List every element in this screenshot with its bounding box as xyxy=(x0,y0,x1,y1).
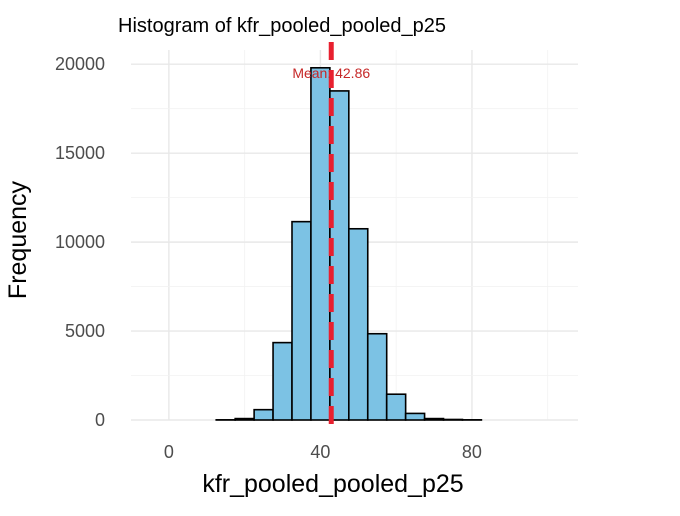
mean-line-group: Mean: 42.86 xyxy=(292,42,370,430)
histogram-bars xyxy=(215,66,483,421)
histogram-bar-8 xyxy=(291,220,312,421)
y-axis-ticks: 0 5000 10000 15000 20000 xyxy=(55,54,105,430)
y-axis-label: Frequency xyxy=(4,180,32,299)
chart-title: Histogram of kfr_pooled_pooled_p25 xyxy=(118,15,446,37)
y-tick-label: 5000 xyxy=(65,321,105,341)
x-tick-label: 0 xyxy=(164,442,174,462)
histogram-bar-5 xyxy=(234,417,255,421)
y-tick-label: 20000 xyxy=(55,54,105,74)
x-axis-label: kfr_pooled_pooled_p25 xyxy=(202,470,463,498)
x-tick-label: 40 xyxy=(310,442,330,462)
histogram-bar-15 xyxy=(423,417,445,421)
histogram-bar-6 xyxy=(253,408,274,421)
x-tick-label: 80 xyxy=(462,442,482,462)
histogram-bar-16 xyxy=(442,418,464,421)
y-tick-label: 10000 xyxy=(55,232,105,252)
histogram-bar-9 xyxy=(310,66,331,421)
y-tick-label: 0 xyxy=(95,410,105,430)
histogram-bar-14 xyxy=(404,412,426,421)
histogram-bar-7 xyxy=(272,341,293,421)
x-axis-ticks: 0 40 80 xyxy=(164,442,482,462)
histogram-bar-11 xyxy=(348,227,369,421)
y-tick-label: 15000 xyxy=(55,143,105,163)
histogram-bar-13 xyxy=(385,393,407,421)
mean-annotation: Mean: 42.86 xyxy=(292,65,370,81)
histogram-bar-12 xyxy=(366,332,388,421)
